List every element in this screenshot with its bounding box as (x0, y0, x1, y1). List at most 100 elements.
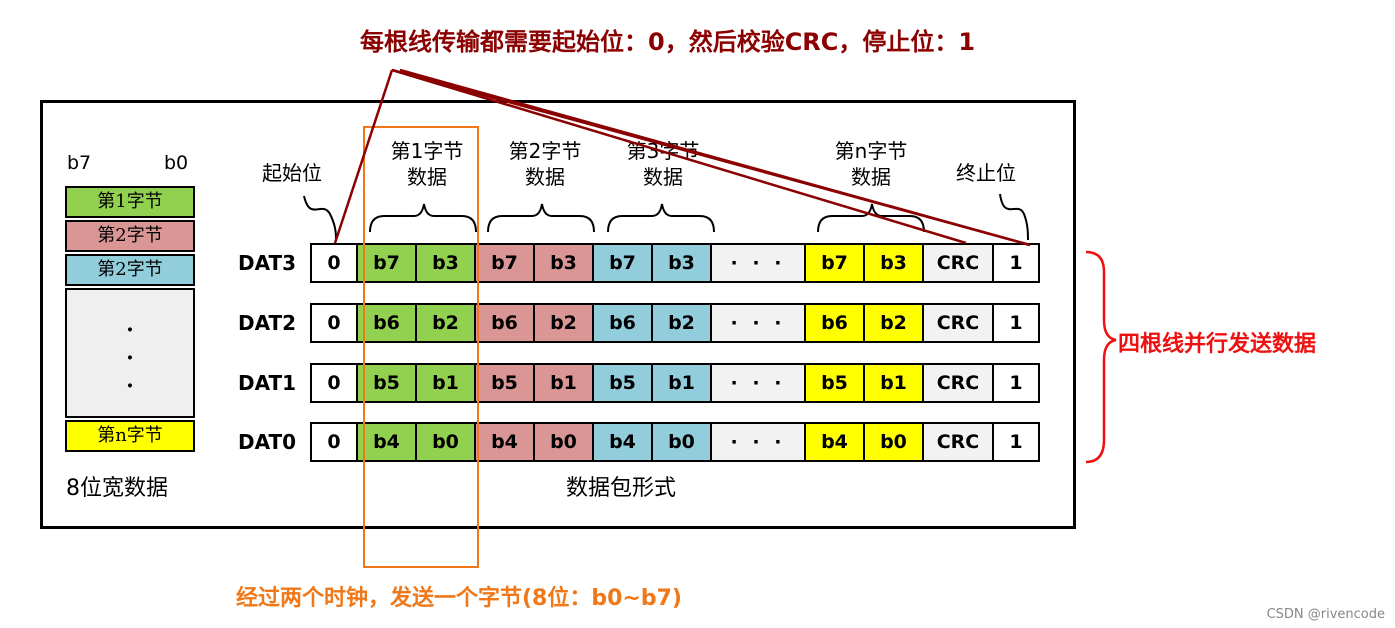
packet-caption: 数据包形式 (566, 476, 677, 501)
packet-row-dat2: DAT2 0 b6 b2 b6 b2 b6 b2 · · · b6 b2 CRC… (238, 303, 1040, 343)
byte-n: 第n字节 (65, 420, 195, 452)
ellipsis-dot: · (126, 345, 134, 371)
byte3-header-line2: 数据 (643, 165, 683, 189)
byte3-bit-cell: b1 (653, 365, 710, 401)
row-cells: 0 b4 b0 b4 b0 b4 b0 · · · b4 b0 CRC 1 (310, 422, 1040, 462)
byte-3: 第2字节 (65, 254, 195, 286)
title-pointer-lines (333, 68, 1031, 247)
byten-bit-cell: b7 (806, 245, 863, 281)
byte3-bit-cell: b6 (594, 305, 651, 341)
stop-bit-cell: 1 (994, 245, 1038, 281)
stop-bit-header: 终止位 (956, 161, 1016, 185)
byte-1: 第1字节 (65, 186, 195, 218)
byte-2: 第2字节 (65, 220, 195, 252)
row-label: DAT0 (238, 430, 297, 454)
start-bit-cell: 0 (312, 245, 356, 281)
diagram-frame (40, 100, 1076, 529)
byte1-header-line2: 数据 (407, 165, 447, 189)
start-bit-cell: 0 (312, 365, 356, 401)
byte1-bit-cell: b5 (358, 365, 415, 401)
byten-bit-cell: b3 (865, 245, 922, 281)
byten-brace (817, 203, 925, 233)
byte3-bit-cell: b3 (653, 245, 710, 281)
packet-row-dat1: DAT1 0 b5 b1 b5 b1 b5 b1 · · · b5 b1 CRC… (238, 363, 1040, 403)
byte1-bit-cell: b3 (417, 245, 474, 281)
byte2-bit-cell: b1 (535, 365, 592, 401)
ellipsis-dot: · (126, 317, 134, 343)
byten-bit-cell: b1 (865, 365, 922, 401)
byte2-bit-cell: b0 (535, 424, 592, 460)
lsb-label: b0 (164, 152, 189, 174)
parallel-brace (1085, 250, 1117, 464)
packet-row-dat0: DAT0 0 b4 b0 b4 b0 b4 b0 · · · b4 b0 CRC… (238, 422, 1040, 462)
byte2-header-line1: 第2字节 (508, 139, 582, 163)
byte-ellipsis: · · · (65, 288, 195, 418)
byte3-bit-cell: b5 (594, 365, 651, 401)
row-label: DAT3 (238, 251, 297, 275)
byte2-bit-cell: b4 (476, 424, 533, 460)
byte1-header: 第1字节 数据 (372, 138, 482, 190)
start-bit-cell: 0 (312, 424, 356, 460)
stop-bit-pointer (999, 193, 1029, 241)
byten-bit-cell: b4 (806, 424, 863, 460)
stop-bit-cell: 1 (994, 365, 1038, 401)
byte2-header: 第2字节 数据 (490, 138, 600, 190)
byte-stack: 第1字节 第2字节 第2字节 · · · 第n字节 (65, 186, 195, 454)
start-bit-header: 起始位 (262, 161, 322, 185)
ellipsis-dot: · (126, 373, 134, 399)
left-caption: 8位宽数据 (66, 476, 168, 501)
row-cells: 0 b7 b3 b7 b3 b7 b3 · · · b7 b3 CRC 1 (310, 243, 1040, 283)
row-label: DAT1 (238, 371, 297, 395)
crc-cell: CRC (924, 245, 992, 281)
parallel-note: 四根线并行发送数据 (1118, 332, 1317, 357)
byte1-bit-cell: b1 (417, 365, 474, 401)
msb-label: b7 (67, 152, 92, 174)
start-bit-pointer (303, 195, 337, 241)
byten-bit-cell: b5 (806, 365, 863, 401)
stop-bit-cell: 1 (994, 424, 1038, 460)
byten-header-line2: 数据 (851, 165, 891, 189)
ellipsis-cell: · · · (712, 245, 804, 281)
byte2-header-line2: 数据 (525, 165, 565, 189)
byte1-bit-cell: b0 (417, 424, 474, 460)
ellipsis-cell: · · · (712, 424, 804, 460)
stop-bit-cell: 1 (994, 305, 1038, 341)
byte1-bit-cell: b2 (417, 305, 474, 341)
byte1-bit-cell: b4 (358, 424, 415, 460)
byte2-brace (487, 203, 595, 233)
crc-cell: CRC (924, 305, 992, 341)
byten-header-line1: 第n字节 (834, 139, 908, 163)
byten-header: 第n字节 数据 (816, 138, 926, 190)
byte1-header-line1: 第1字节 (390, 139, 464, 163)
byte1-highlight-box (363, 126, 479, 568)
byte3-bit-cell: b4 (594, 424, 651, 460)
byte3-bit-cell: b2 (653, 305, 710, 341)
start-bit-cell: 0 (312, 305, 356, 341)
byten-bit-cell: b0 (865, 424, 922, 460)
ellipsis-cell: · · · (712, 365, 804, 401)
byte2-bit-cell: b2 (535, 305, 592, 341)
clock-note: 经过两个时钟，发送一个字节(8位：b0~b7) (236, 586, 682, 611)
top-annotation: 每根线传输都需要起始位：0，然后校验CRC，停止位：1 (360, 28, 976, 56)
byte1-brace (369, 203, 477, 233)
byte3-bit-cell: b0 (653, 424, 710, 460)
watermark: CSDN @rivencode (1266, 607, 1385, 622)
byte2-bit-cell: b6 (476, 305, 533, 341)
byte1-bit-cell: b7 (358, 245, 415, 281)
byte3-brace (607, 203, 715, 233)
byte1-bit-cell: b6 (358, 305, 415, 341)
row-cells: 0 b5 b1 b5 b1 b5 b1 · · · b5 b1 CRC 1 (310, 363, 1040, 403)
crc-cell: CRC (924, 365, 992, 401)
row-cells: 0 b6 b2 b6 b2 b6 b2 · · · b6 b2 CRC 1 (310, 303, 1040, 343)
byte2-bit-cell: b7 (476, 245, 533, 281)
byte3-bit-cell: b7 (594, 245, 651, 281)
byten-bit-cell: b2 (865, 305, 922, 341)
ellipsis-cell: · · · (712, 305, 804, 341)
crc-cell: CRC (924, 424, 992, 460)
byte2-bit-cell: b3 (535, 245, 592, 281)
byte2-bit-cell: b5 (476, 365, 533, 401)
packet-row-dat3: DAT3 0 b7 b3 b7 b3 b7 b3 · · · b7 b3 CRC… (238, 243, 1040, 283)
row-label: DAT2 (238, 311, 297, 335)
byten-bit-cell: b6 (806, 305, 863, 341)
